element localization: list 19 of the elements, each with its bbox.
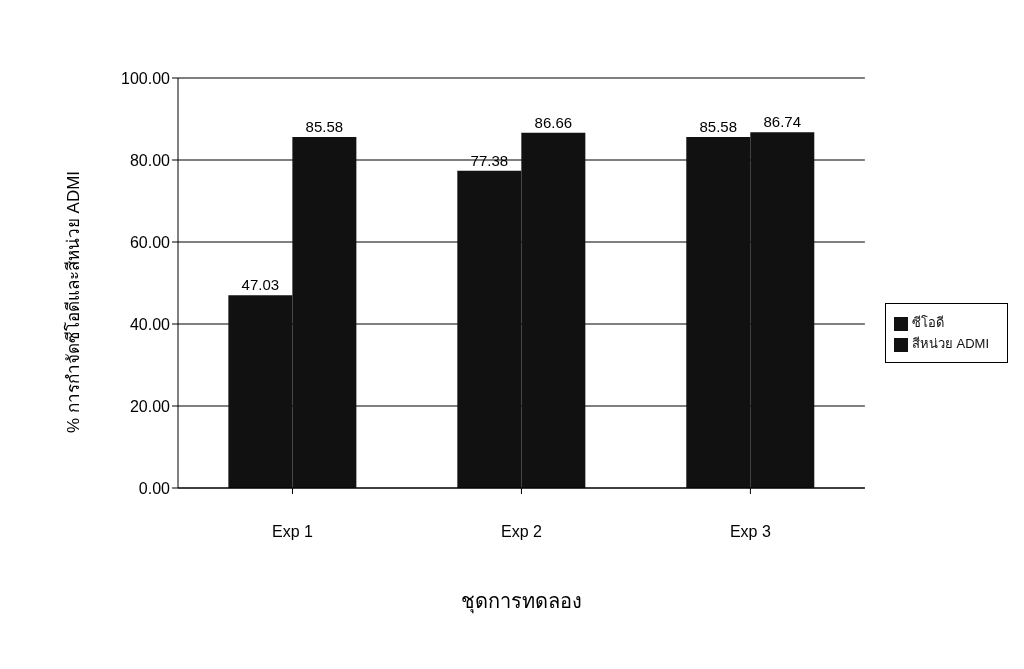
legend-label: ซีโอดี [911,315,944,330]
y-tick-label: 40.00 [129,315,171,333]
data-label: 77.38 [470,151,509,169]
x-tick-label: Exp 2 [500,523,542,541]
y-tick-label: 80.00 [129,151,171,169]
x-tick-label: Exp 3 [729,523,771,541]
legend-label: สีหน่วย ADMI [911,336,989,351]
y-tick-label: 0.00 [138,479,171,497]
y-tick-label: 60.00 [129,233,171,251]
data-label: 85.58 [699,118,738,136]
data-label: 86.66 [534,113,573,131]
y-axis-title: % การกำจัดซีโอดีและสีหน่วย ADMI [63,170,84,433]
x-axis-title: ชุดการทดลอง [460,590,582,614]
x-tick-label: Exp 1 [272,523,314,541]
y-tick-label: 20.00 [129,397,171,415]
data-label: 86.74 [763,113,802,131]
data-label: 85.58 [305,118,344,136]
y-tick-label: 100.00 [121,69,171,87]
data-label: 47.03 [241,276,280,294]
